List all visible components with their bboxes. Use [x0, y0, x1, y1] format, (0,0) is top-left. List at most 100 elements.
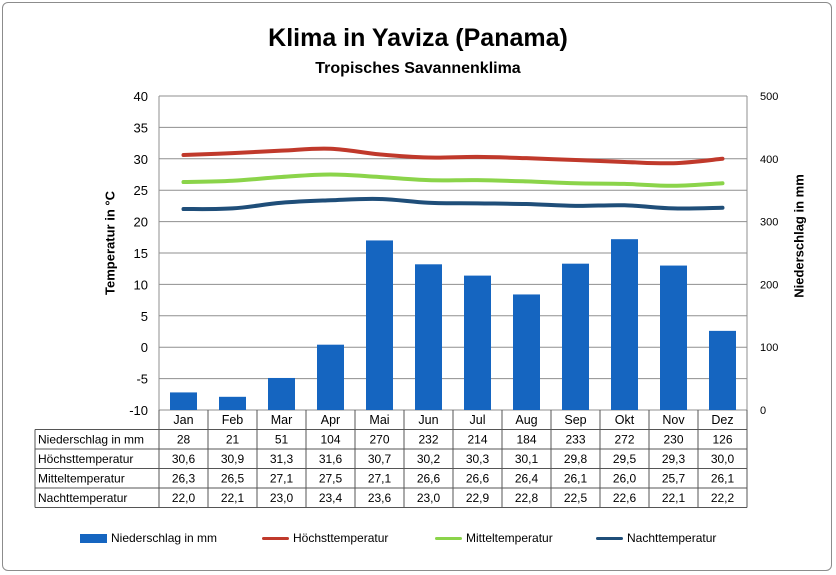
legend-swatch [435, 536, 462, 540]
bar-niederschlag [611, 239, 638, 410]
y-tick-left-label: 35 [134, 120, 148, 135]
x-category-label: Jan [173, 413, 193, 427]
table-cell: 27,1 [270, 472, 294, 486]
table-cell: 30,6 [172, 452, 196, 466]
table-cell: 26,3 [172, 472, 196, 486]
table-cell: 27,5 [319, 472, 343, 486]
x-category-label: Feb [222, 413, 244, 427]
line-h-chsttemperatur [181, 146, 725, 166]
table-cell: 30,2 [417, 452, 441, 466]
line-mitteltemperatur [181, 172, 725, 188]
legend-swatch [262, 536, 289, 540]
table-cell: 22,6 [613, 491, 637, 505]
table-row-header: Niederschlag in mm [38, 433, 144, 447]
table-cell: 25,7 [662, 472, 686, 486]
table-cell: 26,6 [417, 472, 441, 486]
table-cell: 233 [565, 433, 585, 447]
table-cell: 26,1 [711, 472, 735, 486]
x-category-label: Dez [711, 413, 733, 427]
x-category-label: Nov [662, 413, 685, 427]
y-tick-right-label: 0 [760, 405, 766, 417]
y-tick-left-label: 40 [134, 89, 148, 104]
table-cell: 26,6 [466, 472, 490, 486]
legend-item: Nachttemperatur [596, 531, 716, 545]
table-cell: 23,6 [368, 491, 392, 505]
legend-label: Mitteltemperatur [466, 531, 553, 545]
table-cell: 29,3 [662, 452, 686, 466]
bar-niederschlag [464, 275, 491, 410]
table-cell: 214 [467, 433, 487, 447]
bar-niederschlag [268, 377, 295, 410]
bar-niederschlag [170, 392, 197, 410]
x-category-label: Mai [369, 413, 389, 427]
y-tick-left-label: 0 [141, 340, 148, 355]
table-cell: 28 [177, 433, 191, 447]
y-tick-left-label: 25 [134, 183, 148, 198]
table-cell: 26,4 [515, 472, 539, 486]
x-category-label: Apr [321, 413, 340, 427]
table-cell: 26,0 [613, 472, 637, 486]
table-cell: 23,0 [270, 491, 294, 505]
table-cell: 22,5 [564, 491, 588, 505]
table-cell: 27,1 [368, 472, 392, 486]
legend-label: Höchsttemperatur [293, 531, 389, 545]
table-cell: 22,2 [711, 491, 735, 505]
y-tick-left-label: 5 [141, 309, 148, 324]
legend-swatch [80, 533, 107, 543]
legend-label: Niederschlag in mm [111, 531, 218, 545]
x-category-label: Okt [615, 413, 635, 427]
legend-item: Höchsttemperatur [262, 531, 388, 545]
table-cell: 104 [320, 433, 340, 447]
bar-niederschlag [415, 264, 442, 410]
bar-niederschlag [366, 240, 393, 410]
table-cell: 26,5 [221, 472, 245, 486]
table-cell: 51 [275, 433, 289, 447]
table-cell: 21 [226, 433, 240, 447]
y-tick-left-label: -10 [129, 403, 148, 418]
y-tick-right-label: 200 [760, 279, 778, 291]
bar-niederschlag [219, 396, 246, 410]
y-tick-left-label: 10 [134, 277, 148, 292]
table-cell: 272 [614, 433, 634, 447]
bar-niederschlag [709, 330, 736, 410]
table-cell: 22,1 [662, 491, 686, 505]
y-tick-right-label: 300 [760, 217, 778, 229]
table-cell: 30,9 [221, 452, 245, 466]
table-cell: 232 [418, 433, 438, 447]
chart-legend: Niederschlag in mm Höchsttemperatur Mittel… [0, 531, 836, 549]
table-row-header: Mitteltemperatur [38, 472, 125, 486]
legend-label: Nachttemperatur [627, 531, 717, 545]
x-category-label: Sep [564, 413, 586, 427]
y-tick-right-label: 400 [760, 154, 778, 166]
bar-niederschlag [660, 265, 687, 410]
table-cell: 30,3 [466, 452, 490, 466]
y-tick-right-label: 100 [760, 342, 778, 354]
x-category-label: Jul [470, 413, 486, 427]
bar-niederschlag [513, 294, 540, 410]
bar-niederschlag [317, 344, 344, 410]
table-cell: 22,8 [515, 491, 539, 505]
x-category-label: Aug [515, 413, 537, 427]
table-cell: 26,1 [564, 472, 588, 486]
chart-subtitle: Tropisches Savannenklima [315, 60, 521, 77]
table-cell: 230 [663, 433, 683, 447]
y-tick-left-label: 15 [134, 246, 148, 261]
table-cell: 30,1 [515, 452, 539, 466]
table-cell: 23,4 [319, 491, 343, 505]
table-cell: 29,8 [564, 452, 588, 466]
table-cell: 23,0 [417, 491, 441, 505]
line-nachttemperatur [181, 196, 725, 212]
table-cell: 22,9 [466, 491, 490, 505]
table-cell: 31,3 [270, 452, 294, 466]
legend-item: Mitteltemperatur [435, 531, 553, 545]
table-cell: 30,7 [368, 452, 392, 466]
table-row-header: Nachttemperatur [38, 491, 127, 505]
table-cell: 126 [712, 433, 732, 447]
table-cell: 30,0 [711, 452, 735, 466]
table-row-header: Höchsttemperatur [38, 452, 133, 466]
table-cell: 29,5 [613, 452, 637, 466]
table-cell: 31,6 [319, 452, 343, 466]
chart-title: Klima in Yaviza (Panama) [268, 24, 568, 52]
